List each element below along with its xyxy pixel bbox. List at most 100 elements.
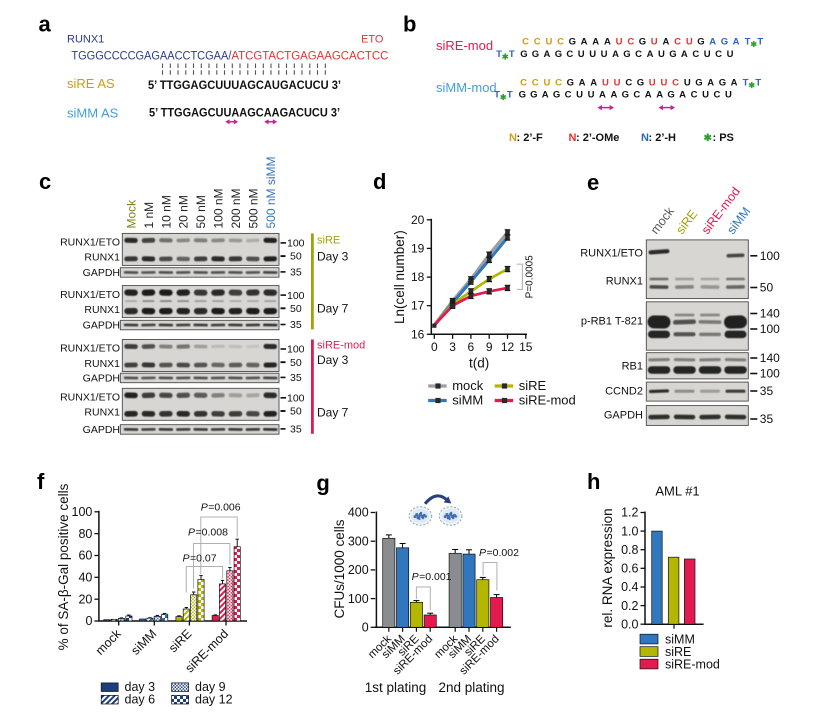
svg-text:140: 140	[760, 307, 780, 321]
svg-text:day 6: day 6	[125, 693, 156, 707]
svg-text:G: G	[532, 49, 539, 60]
svg-text:Day 7: Day 7	[317, 406, 349, 420]
svg-text:C: C	[557, 37, 564, 48]
svg-text:U: U	[651, 37, 658, 48]
svg-text:day 12: day 12	[195, 693, 233, 707]
svg-text:P=0.0005: P=0.0005	[525, 255, 536, 299]
svg-text:A: A	[662, 37, 669, 48]
svg-text:b: b	[403, 12, 416, 37]
svg-text:T: T	[755, 77, 761, 88]
svg-text:Day 3: Day 3	[317, 353, 349, 367]
svg-text:50 nM: 50 nM	[194, 195, 208, 228]
svg-text:d: d	[373, 169, 386, 194]
svg-text:U: U	[545, 37, 552, 48]
svg-text:100: 100	[760, 249, 780, 263]
svg-text:0: 0	[431, 340, 438, 354]
svg-text:A: A	[647, 49, 654, 60]
svg-text:140: 140	[760, 351, 780, 365]
svg-text:G: G	[695, 77, 702, 88]
svg-text:C: C	[674, 37, 681, 48]
svg-text:G: G	[697, 37, 704, 48]
svg-text:e: e	[587, 170, 599, 195]
svg-text:h: h	[587, 469, 600, 494]
svg-text:C: C	[633, 89, 640, 100]
svg-text:AML #1: AML #1	[655, 484, 699, 499]
svg-text:0: 0	[362, 621, 369, 635]
svg-text:siRE: siRE	[317, 235, 340, 247]
svg-text:17: 17	[411, 299, 425, 313]
svg-text:40: 40	[78, 571, 92, 585]
svg-text:A: A	[709, 37, 716, 48]
svg-text:60: 60	[78, 549, 92, 563]
svg-text:35: 35	[760, 412, 774, 426]
svg-text:G: G	[567, 77, 574, 88]
svg-text:=0.001: =0.001	[419, 571, 452, 583]
svg-text:U: U	[686, 37, 693, 48]
svg-text:U: U	[578, 49, 585, 60]
svg-text:A: A	[733, 37, 740, 48]
svg-text:6: 6	[468, 340, 475, 354]
svg-text:A: A	[592, 37, 599, 48]
svg-text:=0.002: =0.002	[487, 547, 520, 559]
svg-text:G: G	[721, 37, 728, 48]
svg-text:U: U	[725, 89, 732, 100]
svg-text:1st plating: 1st plating	[365, 680, 427, 695]
svg-text:U: U	[684, 77, 691, 88]
svg-text:A: A	[656, 89, 663, 100]
svg-text:RUNX1: RUNX1	[84, 252, 120, 264]
svg-text:100: 100	[287, 393, 305, 405]
svg-text:g: g	[316, 471, 329, 496]
svg-text:CCND2: CCND2	[605, 386, 643, 398]
svg-text:9: 9	[486, 340, 493, 354]
svg-text:20 nM: 20 nM	[177, 195, 191, 228]
svg-text:0.6: 0.6	[621, 562, 638, 576]
svg-text:Day 3: Day 3	[317, 250, 349, 264]
svg-text:GAPDH: GAPDH	[83, 320, 120, 332]
svg-text:✱: ✱	[748, 81, 755, 90]
svg-text:✱: ✱	[500, 93, 507, 102]
svg-text:G: G	[623, 49, 630, 60]
svg-text:2nd plating: 2nd plating	[438, 680, 504, 695]
svg-text:U: U	[660, 77, 667, 88]
svg-text:35: 35	[290, 372, 302, 384]
svg-text:siRE-mod: siRE-mod	[436, 38, 493, 53]
svg-text:P: P	[183, 553, 190, 565]
svg-text:A: A	[604, 37, 611, 48]
svg-text:U: U	[614, 77, 621, 88]
svg-text:a: a	[39, 12, 52, 37]
svg-text:RUNX1: RUNX1	[67, 34, 104, 46]
svg-text:12: 12	[501, 340, 515, 354]
svg-text:1.0: 1.0	[621, 524, 638, 538]
svg-text:G: G	[719, 77, 726, 88]
svg-text:day 3: day 3	[125, 680, 156, 694]
svg-text:RUNX1/ETO: RUNX1/ETO	[60, 392, 120, 404]
svg-text:1.2: 1.2	[621, 506, 638, 520]
svg-text:T: T	[507, 89, 513, 100]
svg-text:10 nM: 10 nM	[159, 195, 173, 228]
svg-text:p-RB1 T-821: p-RB1 T-821	[581, 316, 643, 328]
svg-text:ATCGTACTGAGAAGCACTCC: ATCGTACTGAGAAGCACTCC	[231, 51, 388, 63]
svg-text:U: U	[702, 89, 709, 100]
svg-text:T: T	[509, 49, 515, 60]
svg-text:5’ TTGGAGCUUUAGCAUGACUCU 3’: 5’ TTGGAGCUUUAGCAUGACUCU 3’	[148, 80, 341, 92]
svg-text:A: A	[610, 89, 617, 100]
svg-text:C: C	[534, 37, 541, 48]
svg-text:f: f	[37, 469, 45, 494]
svg-text:T: T	[496, 49, 502, 60]
svg-text:C: C	[625, 77, 632, 88]
svg-text:100: 100	[348, 592, 369, 606]
svg-text:RUNX1/ETO: RUNX1/ETO	[60, 343, 120, 355]
svg-text:✱: ✱	[704, 133, 713, 144]
svg-text:RB1: RB1	[622, 361, 643, 373]
svg-text:15: 15	[519, 340, 533, 354]
svg-text:Mock: Mock	[125, 199, 139, 229]
svg-text:RUNX1: RUNX1	[84, 407, 120, 419]
svg-text:50: 50	[290, 357, 302, 369]
svg-text:G: G	[639, 37, 646, 48]
svg-text:: 2’-F: : 2’-F	[517, 132, 544, 144]
svg-text:C: C	[691, 89, 698, 100]
svg-text:siRE AS: siRE AS	[67, 76, 115, 91]
svg-text:50: 50	[760, 281, 774, 295]
svg-text:ETO: ETO	[361, 34, 384, 46]
svg-text:U: U	[588, 89, 595, 100]
